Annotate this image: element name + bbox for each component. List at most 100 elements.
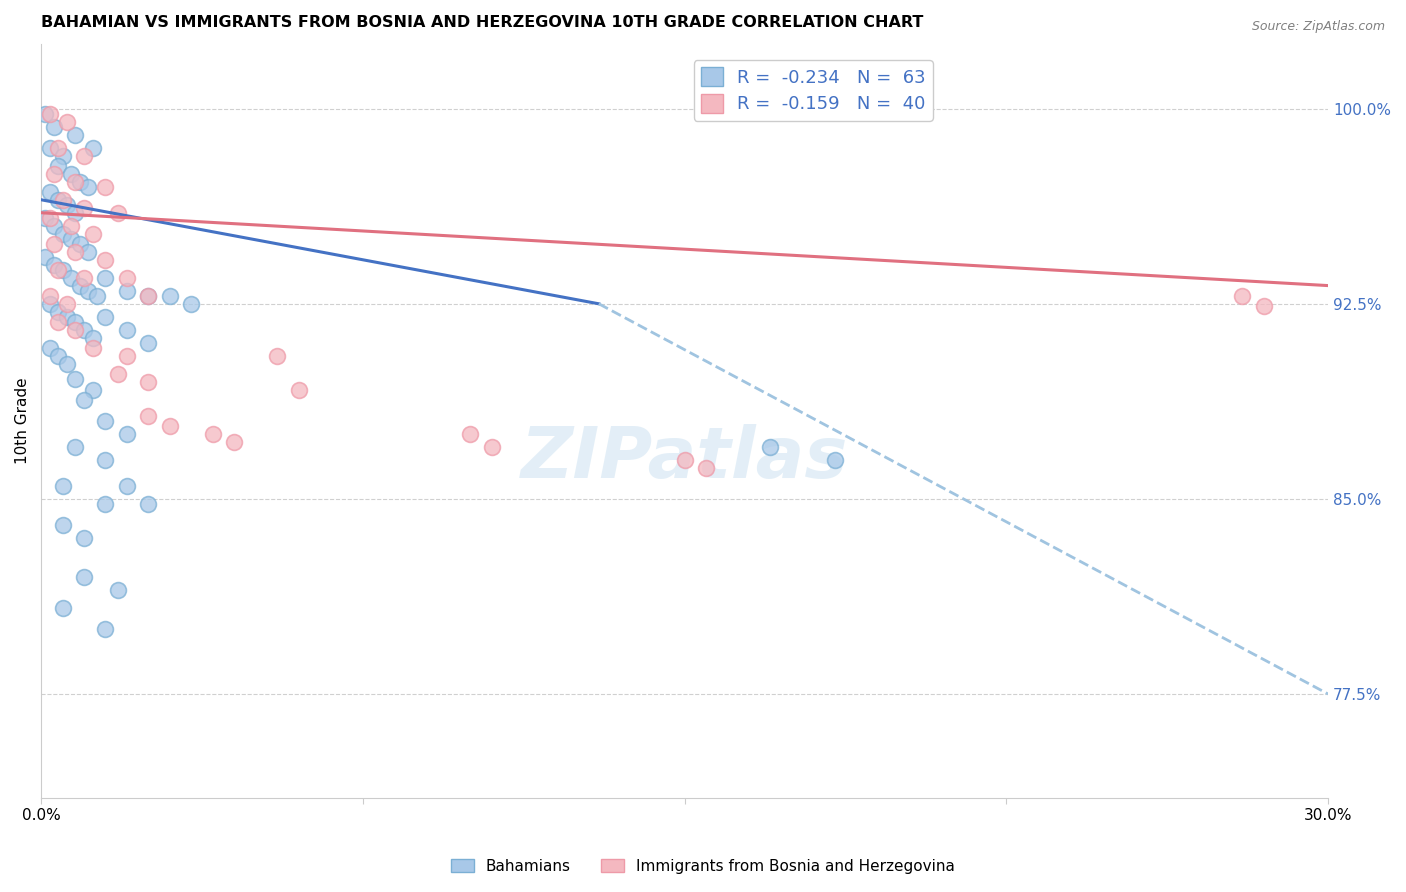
Point (69, 278, 91, 293)
Point (458, 426, 481, 441)
Point (224, 434, 246, 449)
Point (73, 570, 96, 584)
Point (94, 179, 117, 194)
Point (159, 419, 181, 434)
Text: ZIPatlas: ZIPatlas (522, 424, 848, 493)
Point (115, 323, 138, 337)
Point (82, 341, 104, 355)
Point (180, 297, 202, 311)
Point (51, 601, 73, 615)
Point (115, 270, 138, 285)
Point (138, 409, 160, 423)
Point (42, 120, 65, 134)
Point (65, 372, 87, 386)
Point (60, 167, 83, 181)
Point (56, 297, 79, 311)
Point (56, 310, 79, 324)
Point (824, 453, 846, 467)
Point (82, 227, 104, 241)
Point (65, 323, 87, 337)
Text: Source: ZipAtlas.com: Source: ZipAtlas.com (1251, 20, 1385, 33)
Point (38, 141, 60, 155)
Point (56, 198, 79, 212)
Point (73, 392, 96, 407)
Point (138, 497, 160, 511)
Point (82, 383, 104, 397)
Point (107, 206, 129, 220)
Point (56, 114, 79, 128)
Point (107, 582, 129, 597)
Point (65, 315, 87, 329)
Point (42, 167, 65, 181)
Point (82, 330, 104, 344)
Point (38, 289, 60, 303)
Point (65, 244, 87, 259)
Point (51, 227, 73, 241)
Point (34, 250, 56, 264)
Point (138, 375, 160, 389)
Point (94, 414, 117, 428)
Point (1232, 289, 1254, 303)
Point (69, 175, 91, 189)
Point (46, 159, 69, 173)
Point (94, 270, 117, 285)
Point (60, 219, 83, 233)
Point (115, 349, 138, 363)
Point (51, 479, 73, 493)
Point (46, 304, 69, 318)
Point (38, 341, 60, 355)
Point (138, 289, 160, 303)
Point (287, 383, 309, 397)
Point (38, 185, 60, 199)
Point (46, 263, 69, 277)
Point (60, 270, 83, 285)
Point (201, 426, 224, 441)
Legend: Bahamians, Immigrants from Bosnia and Herzegovina: Bahamians, Immigrants from Bosnia and He… (444, 853, 962, 880)
Point (159, 289, 181, 303)
Point (138, 289, 160, 303)
Point (73, 148, 96, 162)
Point (115, 479, 138, 493)
Text: BAHAMIAN VS IMMIGRANTS FROM BOSNIA AND HERZEGOVINA 10TH GRADE CORRELATION CHART: BAHAMIAN VS IMMIGRANTS FROM BOSNIA AND H… (41, 15, 924, 30)
Point (46, 315, 69, 329)
Point (82, 141, 104, 155)
Point (1253, 300, 1275, 314)
Point (42, 258, 65, 272)
Point (56, 357, 79, 371)
Point (94, 453, 117, 467)
Point (38, 297, 60, 311)
Point (65, 440, 87, 454)
Point (65, 175, 87, 189)
Point (34, 107, 56, 121)
Point (107, 367, 129, 381)
Point (94, 310, 117, 324)
Point (94, 622, 117, 636)
Point (138, 335, 160, 350)
Point (60, 232, 83, 246)
Point (38, 211, 60, 225)
Point (73, 270, 96, 285)
Point (94, 252, 117, 267)
Point (46, 193, 69, 207)
Point (77, 244, 100, 259)
Point (481, 440, 503, 454)
Point (51, 193, 73, 207)
Point (65, 206, 87, 220)
Point (73, 201, 96, 215)
Point (77, 284, 100, 298)
Point (673, 453, 696, 467)
Point (115, 426, 138, 441)
Point (759, 440, 782, 454)
Point (38, 107, 60, 121)
Point (77, 179, 100, 194)
Point (42, 237, 65, 252)
Point (69, 237, 91, 252)
Point (94, 497, 117, 511)
Point (46, 349, 69, 363)
Point (73, 323, 96, 337)
Point (51, 263, 73, 277)
Y-axis label: 10th Grade: 10th Grade (15, 377, 30, 464)
Legend: R =  -0.234   N =  63, R =  -0.159   N =  40: R = -0.234 N = 63, R = -0.159 N = 40 (693, 61, 934, 120)
Point (86, 289, 108, 303)
Point (46, 141, 69, 155)
